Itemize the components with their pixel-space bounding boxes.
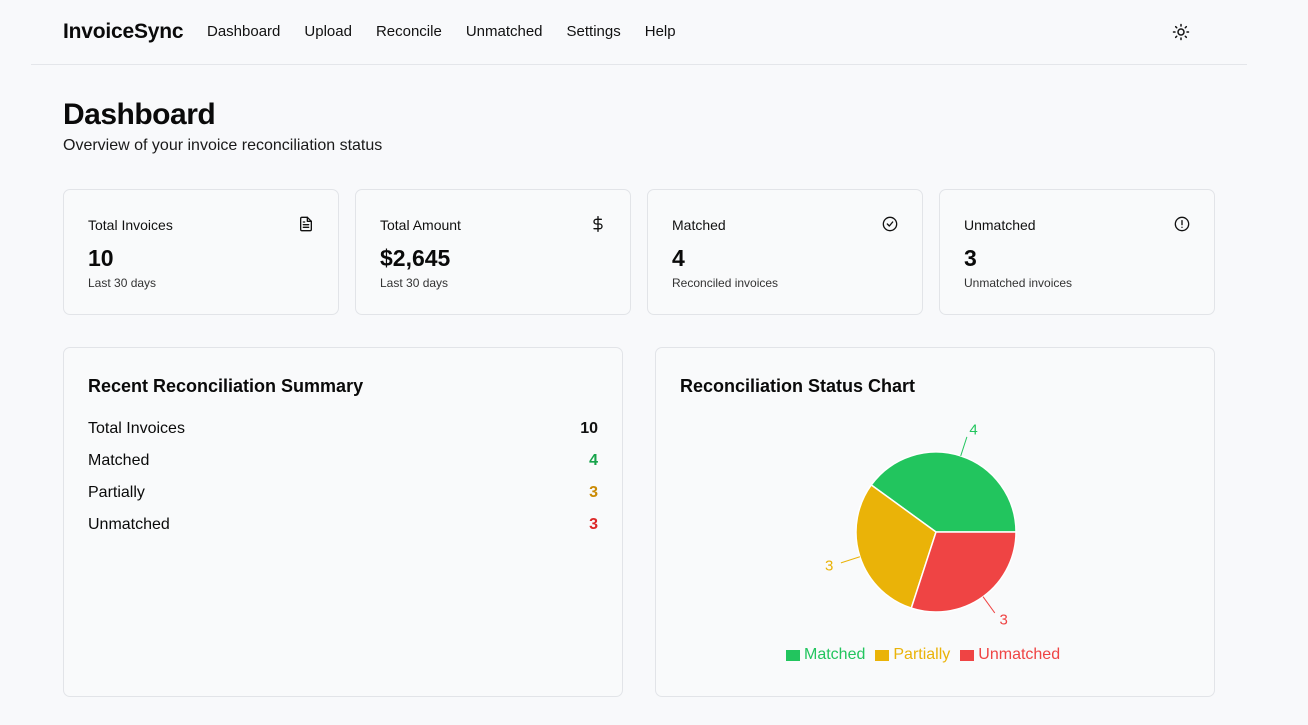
pie-value-label: 4 <box>969 421 977 438</box>
top-navbar: InvoiceSync Dashboard Upload Reconcile U… <box>31 0 1247 65</box>
stat-label: Total Invoices <box>88 217 173 233</box>
stat-card-total-invoices: Total Invoices 10 Last 30 days <box>63 189 339 315</box>
legend-item-matched[interactable]: Matched <box>786 646 865 664</box>
legend-label: Partially <box>893 646 951 663</box>
pie-label-line <box>982 596 996 614</box>
chart-legend: Matched Partially Unmatched <box>786 646 1060 664</box>
nav-settings[interactable]: Settings <box>566 23 621 40</box>
pie-label-line <box>840 556 861 564</box>
summary-row-unmatched: Unmatched 3 <box>88 513 598 537</box>
stat-value: 3 <box>964 245 977 271</box>
legend-label: Matched <box>804 646 866 663</box>
summary-row-label: Matched <box>88 452 150 469</box>
summary-row-value: 10 <box>580 420 598 437</box>
theme-toggle-button[interactable] <box>1169 20 1193 44</box>
summary-row-value: 3 <box>589 516 598 533</box>
pie-chart: 4 3 3 <box>825 421 1017 628</box>
check-circle-icon <box>882 216 898 232</box>
legend-swatch <box>786 649 800 661</box>
stat-label: Unmatched <box>964 217 1036 233</box>
pie-value-label: 3 <box>825 557 833 574</box>
summary-panel: Recent Reconciliation Summary Total Invo… <box>63 347 623 697</box>
pie-slice-partially[interactable] <box>855 483 937 610</box>
legend-item-unmatched[interactable]: Unmatched <box>960 646 1060 664</box>
legend-swatch <box>960 649 975 661</box>
summary-row-label: Unmatched <box>88 516 170 533</box>
summary-row-label: Partially <box>88 484 145 501</box>
stat-caption: Last 30 days <box>380 276 449 290</box>
dollar-icon <box>593 216 603 232</box>
stat-caption: Last 30 days <box>88 276 157 290</box>
stat-value: $2,645 <box>380 245 451 271</box>
chart-title: Reconciliation Status Chart <box>680 376 916 396</box>
brand-logo[interactable]: InvoiceSync <box>63 20 184 43</box>
page-subtitle: Overview of your invoice reconciliation … <box>63 137 383 154</box>
nav-unmatched[interactable]: Unmatched <box>465 23 543 40</box>
stat-value: 4 <box>672 245 685 271</box>
main-nav: Dashboard Upload Reconcile Unmatched Set… <box>207 23 676 40</box>
stat-card-unmatched: Unmatched 3 Unmatched invoices <box>939 189 1215 315</box>
legend-swatch <box>875 649 890 661</box>
legend-item-partially[interactable]: Partially <box>875 646 950 664</box>
document-icon <box>300 216 312 232</box>
alert-circle-icon <box>1174 216 1190 232</box>
stat-card-total-amount: Total Amount $2,645 Last 30 days <box>355 189 631 315</box>
nav-dashboard[interactable]: Dashboard <box>207 23 281 40</box>
chart-panel: Reconciliation Status Chart 4 3 3 Matched P… <box>655 347 1215 697</box>
nav-reconcile[interactable]: Reconcile <box>375 23 442 40</box>
stat-caption: Unmatched invoices <box>964 276 1073 290</box>
summary-row-value: 4 <box>589 452 598 469</box>
summary-row-label: Total Invoices <box>88 420 185 437</box>
pie-slice-matched[interactable] <box>870 451 1017 533</box>
page-title: Dashboard <box>63 98 216 131</box>
stat-label: Matched <box>672 217 726 233</box>
stat-caption: Reconciled invoices <box>672 276 779 290</box>
summary-row-matched: Matched 4 <box>88 449 598 473</box>
stat-value: 10 <box>88 245 114 271</box>
legend-label: Unmatched <box>978 646 1061 663</box>
summary-row-partially: Partially 3 <box>88 481 598 505</box>
stat-label: Total Amount <box>380 217 461 233</box>
nav-help[interactable]: Help <box>644 23 676 40</box>
pie-value-label: 3 <box>999 611 1007 628</box>
summary-row-total: Total Invoices 10 <box>88 417 598 441</box>
pie-slice-unmatched[interactable] <box>910 531 1017 613</box>
summary-row-value: 3 <box>589 484 598 501</box>
sun-icon <box>1172 23 1190 41</box>
nav-upload[interactable]: Upload <box>304 23 352 40</box>
stat-card-matched: Matched 4 Reconciled invoices <box>647 189 923 315</box>
pie-label-line <box>960 436 968 457</box>
summary-title: Recent Reconciliation Summary <box>88 376 364 396</box>
